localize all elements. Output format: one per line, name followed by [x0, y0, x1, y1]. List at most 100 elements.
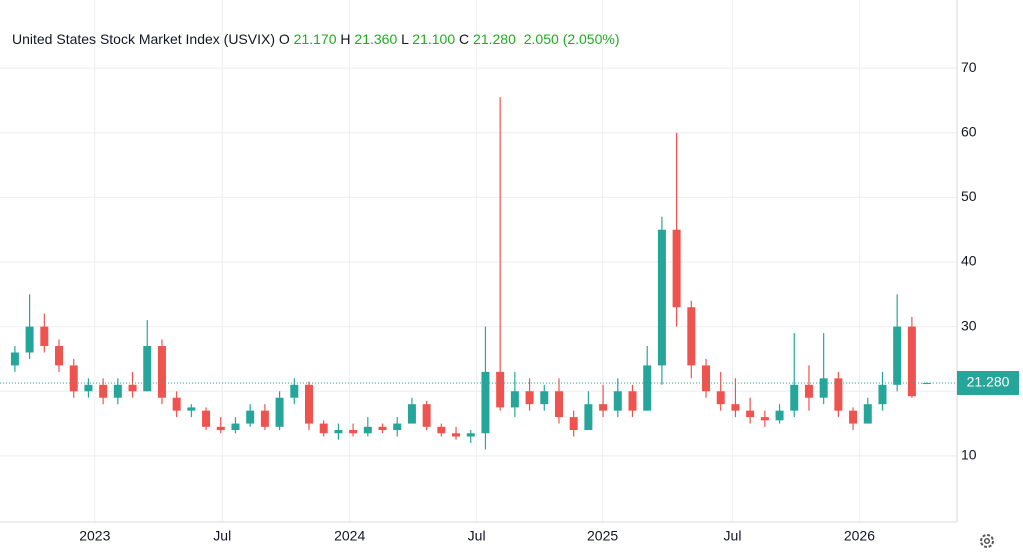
candle — [819, 333, 828, 405]
candle — [775, 404, 784, 424]
candle — [510, 371, 519, 418]
candle-body — [393, 423, 402, 431]
candle-body — [716, 391, 725, 405]
candle-body — [113, 384, 122, 398]
candle-body — [157, 346, 166, 398]
high-key: H — [340, 31, 350, 47]
candle-body — [878, 384, 887, 405]
candle — [363, 417, 372, 437]
candle-body — [481, 371, 490, 434]
close-key: C — [459, 31, 469, 47]
candle — [143, 320, 152, 392]
candle-body — [172, 397, 181, 411]
candle-body — [466, 433, 475, 437]
y-tick-label: 10 — [961, 447, 977, 463]
change-pct: (2.050%) — [563, 31, 620, 47]
title: United States Stock Market Index (USVIX) — [12, 31, 275, 47]
candle — [731, 378, 740, 418]
candle-body — [69, 365, 78, 392]
candle-body — [55, 346, 64, 366]
x-tick-label: Jul — [724, 528, 742, 544]
candle — [922, 382, 931, 385]
last-price-label: 21.280 — [967, 374, 1010, 390]
candle — [716, 371, 725, 411]
settings-icon[interactable] — [980, 534, 994, 548]
low-key: L — [401, 31, 409, 47]
candle — [554, 378, 563, 424]
gear-outer — [980, 534, 994, 548]
candle — [319, 420, 328, 437]
candle-body — [40, 326, 49, 347]
x-tick-label: Jul — [213, 528, 231, 544]
change: 2.050 — [524, 31, 559, 47]
candle — [99, 378, 108, 405]
high-value: 21.360 — [354, 31, 397, 47]
candle — [628, 384, 637, 418]
candle-body — [422, 404, 431, 427]
candle — [452, 426, 461, 440]
candle — [172, 391, 181, 418]
candle-body — [378, 426, 387, 431]
candle-body — [893, 326, 902, 385]
candle — [113, 378, 122, 405]
y-tick-label: 60 — [961, 123, 977, 139]
candle-body — [452, 433, 461, 437]
candle — [834, 371, 843, 418]
open-key: O — [279, 31, 290, 47]
candle-body — [540, 391, 549, 405]
candle-body — [790, 384, 799, 411]
candle — [657, 216, 666, 385]
candle-body — [613, 391, 622, 411]
candle — [893, 294, 902, 392]
candle-body — [554, 391, 563, 418]
candle-body — [746, 410, 755, 418]
candle-body — [25, 326, 34, 353]
candle-body — [407, 404, 416, 424]
candle — [69, 358, 78, 398]
candle — [687, 300, 696, 379]
candle — [672, 132, 681, 327]
candle — [569, 410, 578, 437]
candle-body — [849, 410, 858, 424]
candle-body — [349, 430, 358, 434]
last-price-box — [957, 370, 1019, 395]
candle-body — [760, 417, 769, 421]
candle-body — [819, 378, 828, 398]
candle-body — [363, 426, 372, 434]
candle-body — [275, 397, 284, 427]
header: United States Stock Market Index (USVIX)… — [12, 31, 620, 47]
candle — [437, 423, 446, 437]
candle — [84, 378, 93, 398]
candle-body — [569, 417, 578, 431]
candle — [584, 391, 593, 431]
x-tick-label: 2025 — [587, 528, 618, 544]
candle — [334, 423, 343, 440]
candle-body — [863, 404, 872, 424]
x-tick-label: Jul — [468, 528, 486, 544]
candle — [275, 391, 284, 431]
candle-body — [260, 410, 269, 427]
candle — [907, 316, 916, 398]
candle — [746, 397, 755, 424]
candle-body — [496, 371, 505, 408]
candle-body — [319, 423, 328, 434]
x-tick-label: 2026 — [844, 528, 875, 544]
y-tick-label: 70 — [961, 59, 977, 75]
candle — [804, 365, 813, 411]
candle-body — [84, 384, 93, 392]
candle — [702, 358, 711, 398]
candle-body — [290, 384, 299, 398]
candle — [187, 404, 196, 418]
candle — [128, 371, 137, 398]
candle-body — [922, 382, 931, 384]
candle — [613, 378, 622, 418]
candle-body — [10, 352, 19, 366]
candle — [349, 423, 358, 437]
x-tick-label: 2023 — [79, 528, 110, 544]
candle-body — [643, 365, 652, 411]
candle — [863, 397, 872, 424]
candle-body — [907, 326, 916, 397]
y-tick-label: 40 — [961, 253, 977, 269]
candle — [878, 371, 887, 411]
candle — [525, 378, 534, 411]
